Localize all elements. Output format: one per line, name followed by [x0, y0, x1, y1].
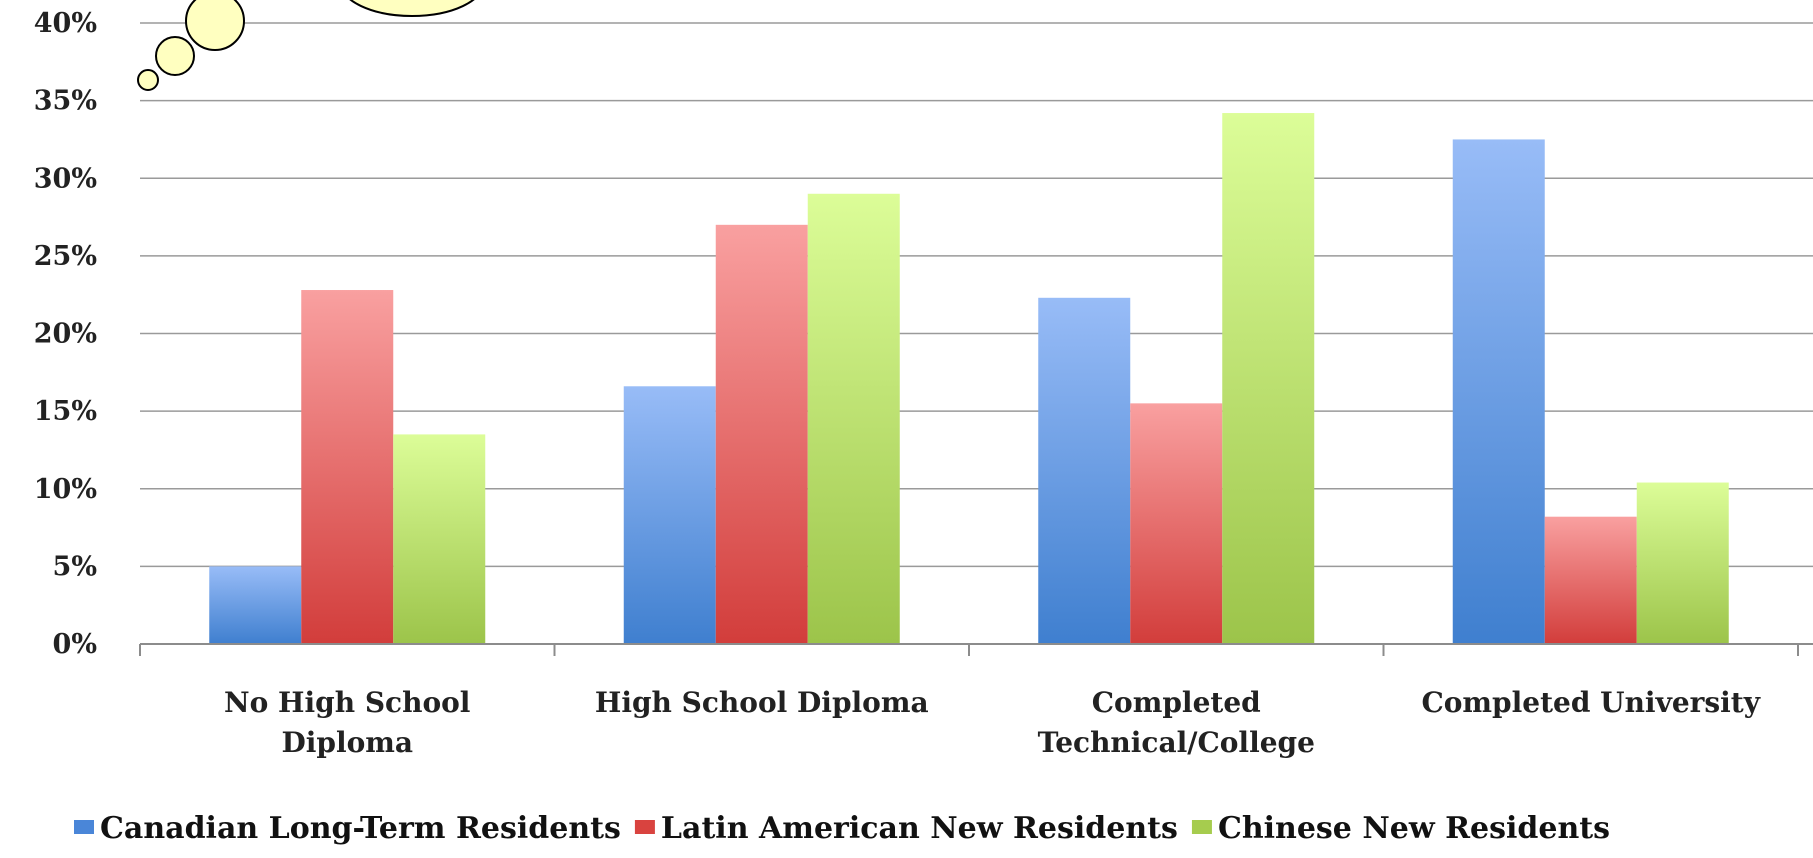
x-category-label: Completed University — [1421, 686, 1760, 719]
thought-bubble-tiny — [137, 69, 159, 91]
x-axis-category-labels: No High School Diploma High School Diploma… — [224, 686, 1761, 759]
x-category-label: No High School — [224, 686, 470, 719]
bar — [807, 193, 900, 644]
x-category-label: High School Diploma — [595, 686, 929, 719]
legend-label: Canadian Long-Term Residents — [100, 811, 621, 846]
x-category-label: Technical/College — [1038, 726, 1315, 759]
bars — [209, 113, 1729, 645]
bar — [1222, 113, 1315, 645]
y-tick-label: 15% — [34, 396, 97, 427]
thought-bubble-large — [349, 0, 475, 17]
legend-label: Chinese New Residents — [1218, 811, 1610, 846]
y-tick-label: 5% — [53, 551, 97, 582]
legend-label: Latin American New Residents — [661, 811, 1178, 846]
bar — [623, 386, 716, 644]
y-axis-tick-labels: 0% 5% 10% 15% 20% 25% 30% 35% 40% — [34, 8, 97, 660]
bar — [1544, 516, 1637, 644]
legend-swatch — [74, 820, 94, 834]
bar — [1038, 297, 1131, 644]
x-axis — [139, 643, 1813, 656]
y-tick-label: 10% — [34, 474, 97, 505]
thought-bubble-medium — [185, 0, 245, 51]
y-tick-label: 20% — [34, 319, 97, 350]
bar — [1452, 139, 1545, 644]
y-tick-label: 25% — [34, 241, 97, 272]
y-tick-label: 30% — [34, 163, 97, 194]
thought-bubble-small — [155, 36, 195, 76]
y-tick-label: 35% — [34, 86, 97, 117]
legend: Canadian Long-Term Residents Latin Americ… — [74, 811, 1610, 846]
bar — [715, 224, 808, 644]
y-tick-label: 0% — [53, 629, 97, 660]
x-category-label: Completed — [1092, 686, 1261, 719]
thought-bubble — [137, 0, 475, 91]
bar — [1130, 403, 1223, 644]
bar — [1636, 482, 1729, 644]
bar — [393, 434, 486, 644]
legend-swatch — [634, 820, 655, 834]
bar — [209, 566, 302, 644]
legend-swatch — [1191, 820, 1212, 834]
bar — [301, 290, 394, 644]
x-category-label: Diploma — [281, 726, 413, 759]
y-tick-label: 40% — [34, 8, 97, 39]
